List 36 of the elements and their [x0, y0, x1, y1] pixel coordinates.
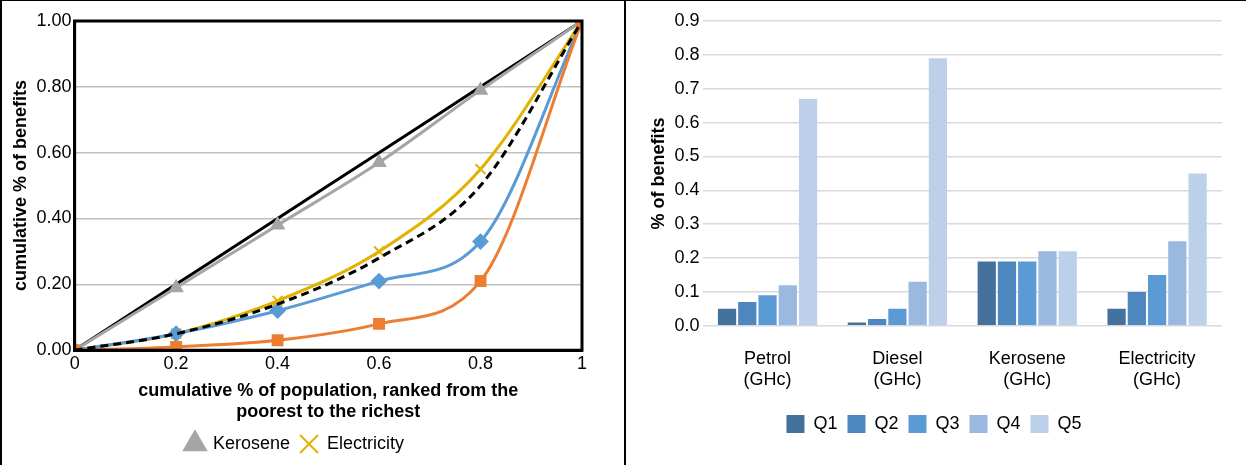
y-tick-label: 0.2 — [674, 247, 700, 268]
x-tick-label: 0.2 — [163, 352, 189, 373]
y-tick-label: 1.00 — [36, 9, 72, 30]
legend-label: Q1 — [813, 412, 838, 433]
legend-label: Kerosene — [212, 432, 291, 453]
x-tick-label: 0 — [69, 352, 80, 373]
y-axis-title: cumulative % of benefits — [9, 80, 30, 292]
legend-label: Q3 — [935, 412, 960, 433]
x-tick-label: 0.6 — [366, 352, 392, 373]
x-axis-title: cumulative % of population, ranked from the poorest to the richest — [138, 379, 519, 422]
legend-label: Electricity — [327, 432, 405, 453]
legend-label: Q5 — [1057, 412, 1082, 433]
y-tick-label: 0.80 — [36, 75, 72, 96]
y-tick-label: 0.0 — [674, 314, 700, 335]
y-tick-label: 0.5 — [674, 145, 700, 166]
y-axis-title: % of benefits — [647, 117, 668, 230]
y-tick-label: 0.9 — [674, 9, 700, 30]
x-tick-label: Diesel (GHc) — [872, 347, 923, 390]
x-tick-label: 0.8 — [468, 352, 494, 373]
y-tick-label: 0.6 — [674, 111, 700, 132]
y-tick-label: 0.20 — [36, 273, 72, 294]
x-tick-label: 0.4 — [265, 352, 291, 373]
y-tick-label: 0.40 — [36, 207, 72, 228]
legend-label: Q4 — [996, 412, 1021, 433]
y-tick-label: 0.7 — [674, 77, 700, 98]
x-tick-label: 1 — [576, 352, 588, 373]
y-tick-label: 0.4 — [674, 179, 700, 200]
y-tick-label: 0.00 — [36, 339, 72, 360]
x-tick-label: Petrol (GHc) — [743, 347, 792, 390]
legend-label: Q2 — [874, 412, 899, 433]
x-tick-label: Kerosene (GHc) — [988, 347, 1066, 390]
y-tick-label: 0.3 — [674, 213, 700, 234]
x-tick-label: Electricity (GHc) — [1118, 347, 1196, 390]
y-tick-label: 0.8 — [674, 43, 700, 64]
y-tick-label: 0.60 — [36, 141, 72, 162]
y-tick-label: 0.1 — [674, 280, 700, 301]
